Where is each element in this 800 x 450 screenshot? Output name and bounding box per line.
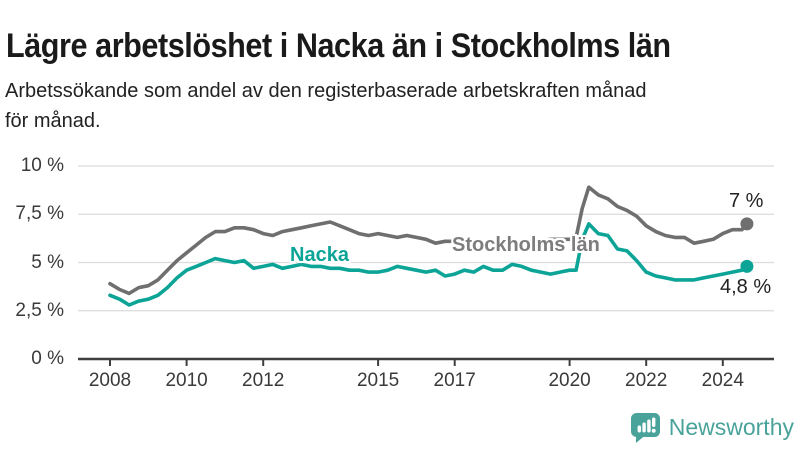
x-axis-label: 2008 [88, 370, 132, 391]
x-axis-label: 2022 [625, 370, 668, 391]
subtitle-line-1: Arbetssökande som andel av den registerb… [5, 80, 647, 102]
y-axis-label: 7,5 % [15, 203, 64, 225]
end-value-label-stockholms-lan: 7 % [729, 190, 764, 212]
y-axis-label: 5 % [31, 251, 64, 273]
end-dot-stockholms-lan [740, 217, 754, 231]
chart-subtitle: Arbetssökande som andel av den registerb… [5, 76, 647, 136]
y-axis-label: 2,5 % [15, 299, 64, 321]
x-axis-label: 2015 [356, 370, 400, 391]
x-axis-label: 2020 [548, 370, 591, 391]
y-axis-label: 0 % [31, 348, 64, 369]
logo-text: Newsworthy [668, 413, 794, 440]
page-title: Lägre arbetslöshet i Nacka än i Stockhol… [6, 26, 671, 65]
x-axis-label: 2012 [242, 370, 285, 391]
end-dot-nacka [740, 259, 754, 273]
newsworthy-logo[interactable]: Newsworthy [629, 410, 794, 444]
subtitle-line-2: för månad. [5, 110, 101, 132]
y-axis-label: 10 % [20, 155, 64, 176]
x-axis-label: 2017 [433, 370, 476, 391]
x-axis-label: 2024 [701, 370, 744, 391]
series-line-stockholms-lan [108, 185, 749, 296]
series-label-stockholms-lan: Stockholms län [452, 234, 600, 256]
end-value-label-nacka: 4,8 % [720, 276, 772, 298]
bar-chart-speech-bubble-icon [630, 413, 660, 443]
series-line-nacka [108, 222, 749, 307]
x-axis-label: 2010 [165, 370, 208, 391]
series-label-nacka: Nacka [290, 244, 349, 266]
